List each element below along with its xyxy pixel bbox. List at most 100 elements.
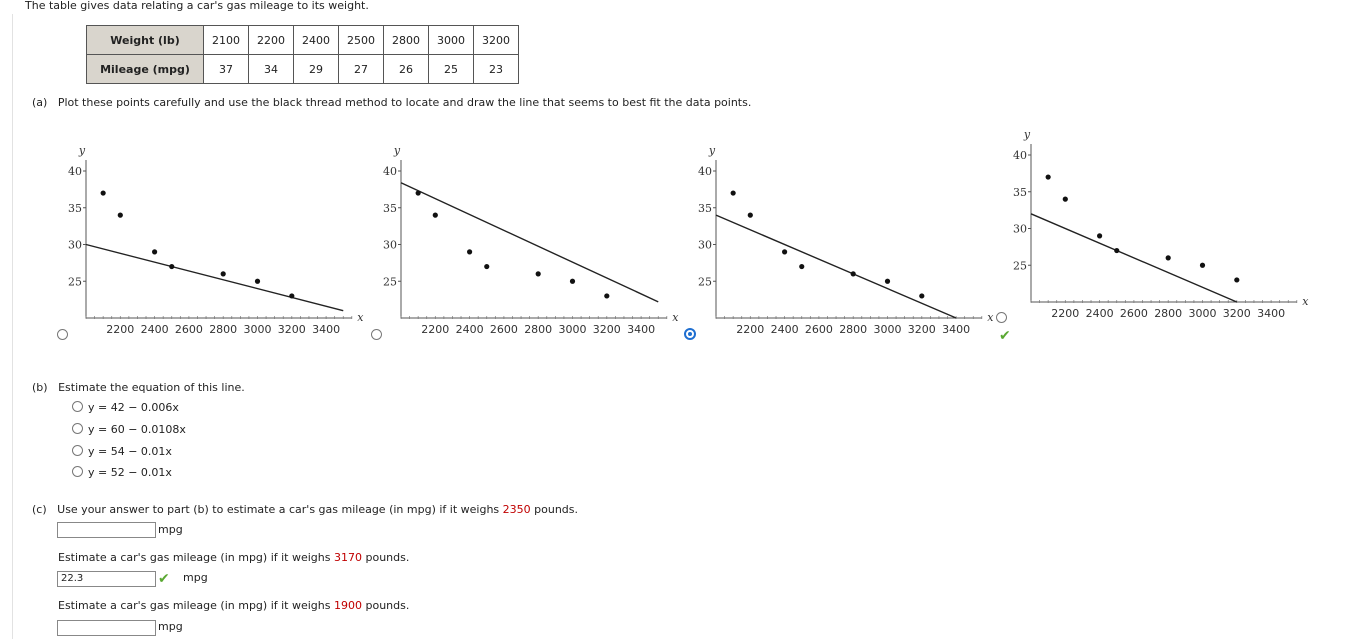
part-c-question-2: Estimate a car's gas mileage (in mpg) if… [58,551,410,564]
x-tick-label: 2200 [106,323,134,335]
x-tick-label: 3000 [559,323,587,335]
y-tick-label: 30 [383,239,397,252]
x-tick-label: 2800 [524,323,552,335]
fit-line [85,243,344,312]
data-point [432,212,438,218]
x-tick-label: 2200 [421,323,449,335]
x-tick-label: 3200 [908,323,936,335]
y-tick-label: 30 [698,239,712,252]
x-tick-label: 2600 [805,323,833,335]
table-cell: 37 [203,54,249,84]
data-point [730,190,736,196]
y-tick-label: 30 [1013,223,1027,236]
data-point [1165,255,1171,261]
data-point [169,263,175,270]
x-tick-label: 2400 [771,323,799,335]
table-cell: 29 [293,54,339,84]
data-point [254,278,261,284]
table-cell: 3200 [473,25,519,55]
data-point [1234,277,1240,283]
scatter-graph-2: 40 35 30 25 2200 2400 2600 2800 3000 3200 3400 y x [383,144,679,335]
radio-icon[interactable] [72,445,83,456]
data-point [1045,174,1051,180]
data-point [1097,233,1103,239]
table-row: Weight (lb) 2100 2200 2400 2500 2800 300… [86,25,519,55]
x-tick-label: 2800 [1154,307,1182,319]
data-point [782,249,788,255]
x-tick-label: 2600 [490,323,518,335]
weight-value: 1900 [334,599,362,612]
part-c-question-1: (c) Use your answer to part (b) to estim… [32,503,579,516]
data-point [850,271,856,277]
scatter-graph-1: 40 35 30 25 2200 2400 2600 2800 3000 3200 3400 y x [68,144,364,335]
x-axis-label: x [672,311,679,324]
weight-header: Weight (lb) [86,25,204,55]
part-c-question-3: Estimate a car's gas mileage (in mpg) if… [58,599,410,612]
y-tick-label: 35 [1013,186,1027,199]
y-tick-label: 35 [68,202,82,215]
y-tick-label: 40 [1013,149,1027,162]
table-cell: 2500 [338,25,384,55]
mileage-answer-input-1[interactable] [57,522,156,538]
radio-icon[interactable] [72,401,83,412]
x-tick-label: 2400 [456,323,484,335]
problem-intro: The table gives data relating a car's ga… [25,0,369,12]
data-point [747,212,753,218]
table-cell: 2200 [248,25,294,55]
equation-option-2[interactable]: y = 60 − 0.0108x [72,423,186,436]
weight-value: 3170 [334,551,362,564]
data-point [1062,196,1068,202]
x-tick-label: 3400 [627,323,655,335]
mileage-answer-input-3[interactable] [57,620,156,636]
data-table: Weight (lb) 2100 2200 2400 2500 2800 300… [86,25,519,84]
equation-option-1[interactable]: y = 42 − 0.006x [72,401,179,414]
y-tick-label: 25 [698,275,712,288]
data-point [1114,247,1120,254]
x-tick-label: 2600 [175,323,203,335]
data-point [484,263,490,270]
mileage-answer-input-2[interactable]: 22.3 [57,571,156,587]
fit-line [1030,213,1238,303]
part-a-text: Plot these points carefully and use the … [57,96,752,109]
data-point [569,278,576,284]
x-tick-label: 2200 [1051,307,1079,319]
graph-option-1-radio[interactable] [57,329,68,340]
x-tick-label: 2400 [141,323,169,335]
x-tick-label: 3200 [278,323,306,335]
graph-option-2-radio[interactable] [371,329,382,340]
data-point [799,263,805,270]
x-axis-label: x [357,311,364,324]
table-cell: 2800 [383,25,429,55]
unit-label: mpg [158,523,183,536]
graph-option-4-radio[interactable] [996,312,1007,323]
y-axis-label: y [78,144,86,157]
part-b-text: Estimate the equation of this line. [58,381,245,394]
y-tick-label: 25 [1013,259,1027,272]
data-point [100,190,106,196]
fit-line [400,182,659,303]
y-tick-label: 40 [68,165,82,178]
data-point [289,293,295,299]
data-point [1199,262,1206,268]
table-cell: 2400 [293,25,339,55]
radio-icon[interactable] [72,423,83,434]
x-tick-label: 3400 [942,323,970,335]
x-tick-label: 2600 [1120,307,1148,319]
table-cell: 34 [248,54,294,84]
x-tick-label: 2800 [209,323,237,335]
x-tick-label: 3400 [312,323,340,335]
table-cell: 3000 [428,25,474,55]
x-tick-label: 3200 [1223,307,1251,319]
part-b-label: (b) [32,381,48,394]
x-tick-label: 2200 [736,323,764,335]
equation-option-4[interactable]: y = 52 − 0.01x [72,466,172,479]
graph-option-3-radio[interactable] [684,328,696,340]
x-tick-label: 3400 [1257,307,1285,319]
equation-option-3[interactable]: y = 54 − 0.01x [72,445,172,458]
part-b-question: (b) Estimate the equation of this line. [32,381,245,394]
table-cell: 27 [338,54,384,84]
table-cell: 23 [473,54,519,84]
correct-check-icon: ✔ [999,328,1011,344]
radio-icon[interactable] [72,466,83,477]
y-tick-label: 25 [68,275,82,288]
